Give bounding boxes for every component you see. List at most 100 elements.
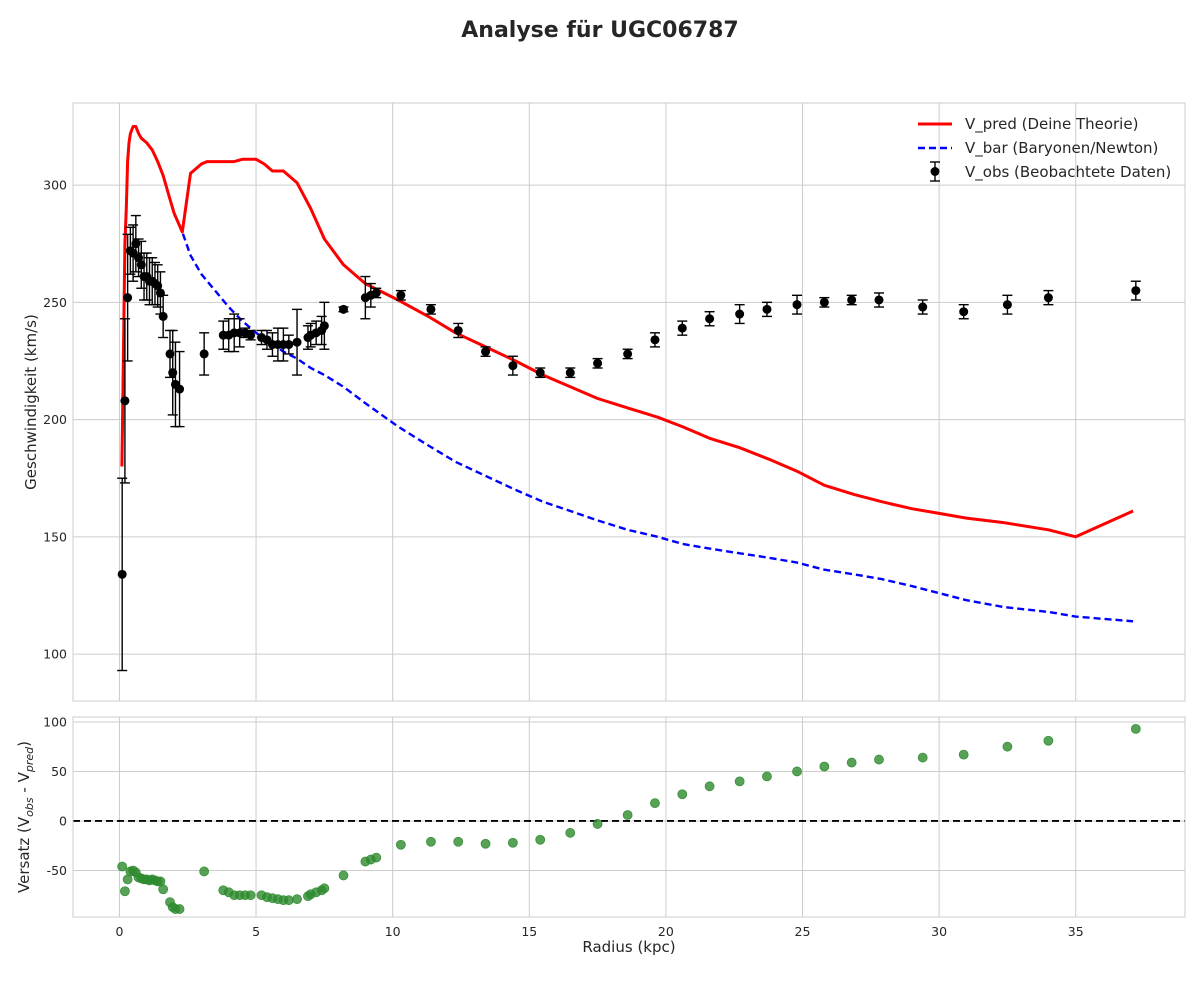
velocity-y-tick-label: 100 [43, 647, 67, 662]
vobs-marker [199, 349, 209, 359]
vobs-point [199, 332, 210, 376]
vobs-point [873, 292, 884, 308]
vobs-marker [292, 337, 302, 347]
residual-point [958, 749, 969, 760]
vobs-point [119, 318, 130, 484]
vobs-marker [338, 304, 348, 314]
residual-point [1002, 741, 1013, 752]
velocity-y-tick-label: 200 [43, 412, 67, 427]
figure-title: Analyse für UGC06787 [461, 18, 738, 43]
residual-x-tick-label: 5 [252, 924, 260, 939]
vobs-point [761, 301, 772, 318]
vobs-point [1043, 289, 1054, 306]
velocity-y-tick-label: 150 [43, 529, 67, 544]
vobs-marker [735, 309, 745, 319]
vobs-point [453, 322, 464, 339]
vobs-marker [396, 290, 406, 300]
vobs-marker [705, 314, 715, 324]
residual-point [819, 761, 830, 772]
residual-panel: 0 5 10 15 20 25 30 35 -50 0 50 100 Radius (kpc) Ve… [15, 714, 1186, 956]
residual-point [592, 819, 603, 829]
vobs-marker [792, 300, 802, 310]
vobs-marker [565, 368, 575, 378]
vobs-marker [918, 302, 928, 312]
vobs-marker [481, 347, 491, 357]
vobs-marker [677, 323, 687, 333]
vobs-point [565, 367, 576, 379]
residual-x-tick-label: 15 [521, 924, 537, 939]
residual-point [338, 870, 349, 881]
velocity-grid [73, 103, 1185, 701]
residual-point [158, 884, 169, 895]
vobs-marker [158, 311, 168, 321]
vobs-point [395, 289, 406, 301]
residual-point [245, 890, 256, 901]
vobs-marker [819, 297, 829, 307]
vobs-point [592, 357, 603, 369]
vobs-point [480, 346, 491, 357]
residual-x-tick-label: 35 [1068, 924, 1084, 939]
vobs-point [245, 329, 256, 341]
vobs-marker [246, 330, 256, 340]
residual-point [565, 827, 576, 838]
vobs-marker [284, 340, 294, 350]
vobs-point [622, 348, 633, 360]
residual-point [174, 904, 185, 914]
legend-vobs-label: V_obs (Beobachtete Daten) [965, 163, 1171, 182]
vpred-line [120, 125, 1134, 539]
vobs-point [1130, 280, 1141, 301]
vobs-marker [319, 321, 329, 331]
vobs-point [917, 299, 928, 315]
residual-x-tick-label: 30 [931, 924, 947, 939]
residual-point [734, 776, 745, 787]
vobs-point [117, 477, 128, 672]
residual-point [395, 839, 406, 850]
vobs-point [507, 355, 518, 376]
residual-point [874, 754, 884, 765]
residual-x-label: Radius (kpc) [582, 938, 675, 956]
residual-series [73, 723, 1185, 914]
legend: V_pred (Deine Theorie) V_bar (Baryonen/N… [918, 115, 1171, 182]
residual-point [480, 838, 491, 849]
vobs-point [535, 367, 546, 379]
residual-x-tick-label: 0 [115, 924, 123, 939]
vobs-marker [593, 358, 603, 368]
residual-point [453, 836, 464, 847]
vobs-marker [117, 569, 127, 579]
residual-y-tick-label: -50 [47, 863, 67, 878]
vobs-marker [508, 361, 518, 371]
velocity-y-tick-label: 250 [43, 295, 67, 310]
vobs-point [425, 303, 436, 315]
residual-point [650, 798, 660, 809]
vobs-point [819, 296, 830, 308]
vobs-point [792, 294, 803, 315]
legend-vpred-label: V_pred (Deine Theorie) [965, 115, 1138, 134]
vobs-marker [175, 384, 185, 394]
velocity-panel: 100 150 200 250 300 Geschwindigkeit (km/s) V… [22, 102, 1186, 702]
vobs-point [734, 303, 745, 325]
residual-y-label: Versatz (Vobs - Vpred) [15, 741, 36, 893]
vobs-marker [371, 288, 381, 298]
residual-point [792, 766, 802, 777]
residual-point [426, 836, 436, 847]
vobs-point [677, 320, 688, 336]
velocity-y-ticks: 100 150 200 250 300 [43, 178, 67, 662]
vobs-marker [650, 335, 660, 345]
vobs-point [338, 304, 349, 314]
residual-point [1043, 735, 1054, 746]
residual-point [283, 895, 294, 906]
vobs-point [174, 350, 185, 428]
vobs-marker [1043, 293, 1053, 303]
residual-y-tick-label: 0 [59, 813, 67, 828]
residual-point [762, 771, 772, 782]
vobs-marker [874, 295, 884, 305]
vobs-point [958, 303, 969, 320]
residual-x-tick-label: 20 [658, 924, 674, 939]
vobs-point [1002, 294, 1013, 315]
residual-point [1130, 723, 1141, 734]
residual-x-tick-label: 10 [385, 924, 401, 939]
residual-x-ticks: 0 5 10 15 20 25 30 35 [115, 924, 1083, 939]
residual-point [846, 757, 857, 768]
vobs-point [649, 332, 660, 348]
vobs-point [283, 334, 294, 355]
